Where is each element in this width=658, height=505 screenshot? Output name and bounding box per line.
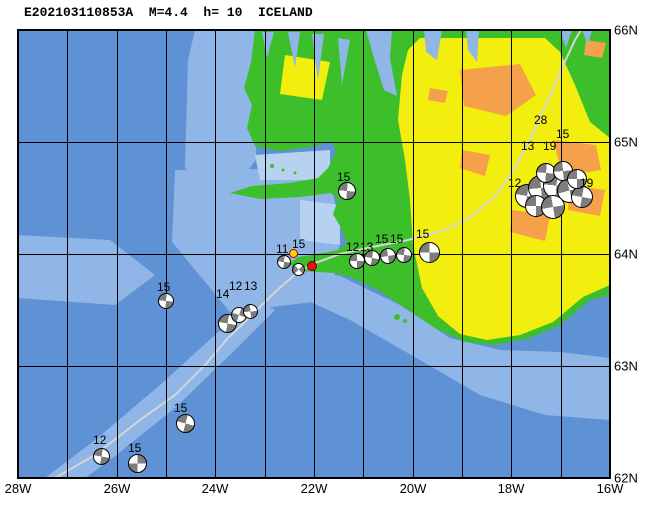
epicenter-dot bbox=[307, 261, 317, 271]
lat-axis: 66N 65N 64N 63N 62N bbox=[614, 0, 658, 505]
event-day-label: 13 bbox=[521, 139, 535, 153]
event-day-label: 19 bbox=[543, 139, 557, 153]
lat-tick-label: 66N bbox=[614, 22, 638, 38]
event-day-label: 12 bbox=[93, 433, 107, 447]
event-day-label: 15 bbox=[292, 237, 306, 251]
lat-tick-label: 62N bbox=[614, 470, 638, 486]
event-day-label: 15 bbox=[375, 232, 389, 246]
event-day-label: 15 bbox=[337, 170, 351, 184]
parallel-gridline bbox=[18, 366, 610, 367]
event-day-label: 15 bbox=[157, 280, 171, 294]
event-day-label: 15 bbox=[174, 401, 188, 415]
event-day-label: 15 bbox=[556, 127, 570, 141]
event-day-label: 12 bbox=[229, 279, 243, 293]
lon-tick-label: 18W bbox=[497, 481, 525, 496]
event-day-label: 15 bbox=[390, 232, 404, 246]
lon-tick-label: 20W bbox=[399, 481, 427, 496]
event-day-label: 11 bbox=[276, 242, 289, 256]
focal-mechanism-beachball bbox=[380, 248, 396, 264]
event-day-label: 12 bbox=[508, 176, 522, 190]
parallel-gridline bbox=[18, 254, 610, 255]
event-day-label: 13 bbox=[244, 279, 258, 293]
focal-mechanism-beachball bbox=[127, 453, 147, 473]
focal-mechanism-beachball bbox=[364, 250, 380, 266]
event-day-label: 14 bbox=[216, 287, 230, 301]
focal-mechanism-beachball bbox=[158, 293, 174, 309]
event-day-label: 12 bbox=[346, 240, 360, 254]
focal-mechanism-beachball bbox=[277, 255, 291, 269]
ridge-line bbox=[54, 30, 582, 478]
event-day-label: 15 bbox=[416, 227, 430, 241]
lat-tick-label: 64N bbox=[614, 246, 638, 262]
focal-mechanism-beachball bbox=[175, 413, 195, 433]
focal-mechanism-beachball bbox=[541, 195, 565, 219]
lat-tick-label: 65N bbox=[614, 134, 638, 150]
map-area: 12 15 15 15 14 12 13 11 15 12 13 15 15 15 15 28 15 13 19 12… bbox=[18, 30, 610, 478]
islands bbox=[270, 164, 407, 323]
lon-tick-label: 28W bbox=[4, 481, 32, 496]
lon-axis: 28W 26W 24W 22W 20W 18W 16W bbox=[0, 481, 658, 501]
map-title: E202103110853A M=4.4 h= 10 ICELAND bbox=[24, 5, 313, 20]
event-day-label: 28 bbox=[534, 113, 548, 127]
focal-mechanism-beachball bbox=[418, 241, 440, 263]
focal-mechanism-beachball bbox=[291, 262, 305, 276]
focal-mechanism-beachball bbox=[396, 247, 412, 263]
focal-mechanism-beachball bbox=[338, 182, 356, 200]
focal-mechanism-beachball bbox=[242, 303, 258, 319]
focal-mechanism-beachball bbox=[349, 253, 365, 269]
lon-tick-label: 16W bbox=[596, 481, 624, 496]
event-day-label: 13 bbox=[360, 240, 374, 254]
parallel-gridline bbox=[18, 142, 610, 143]
lon-tick-label: 26W bbox=[103, 481, 131, 496]
focal-mechanism-beachball bbox=[567, 169, 587, 189]
lon-tick-label: 24W bbox=[201, 481, 229, 496]
focal-mechanism-beachball bbox=[92, 447, 110, 465]
ocean-shallow bbox=[255, 150, 340, 245]
event-day-label: 15 bbox=[128, 441, 142, 455]
ocean-shelf bbox=[18, 30, 610, 478]
secondary-epicenter-dot bbox=[288, 248, 298, 258]
lon-tick-label: 22W bbox=[300, 481, 328, 496]
event-day-label: 19 bbox=[580, 176, 594, 190]
lat-tick-label: 63N bbox=[614, 358, 638, 374]
